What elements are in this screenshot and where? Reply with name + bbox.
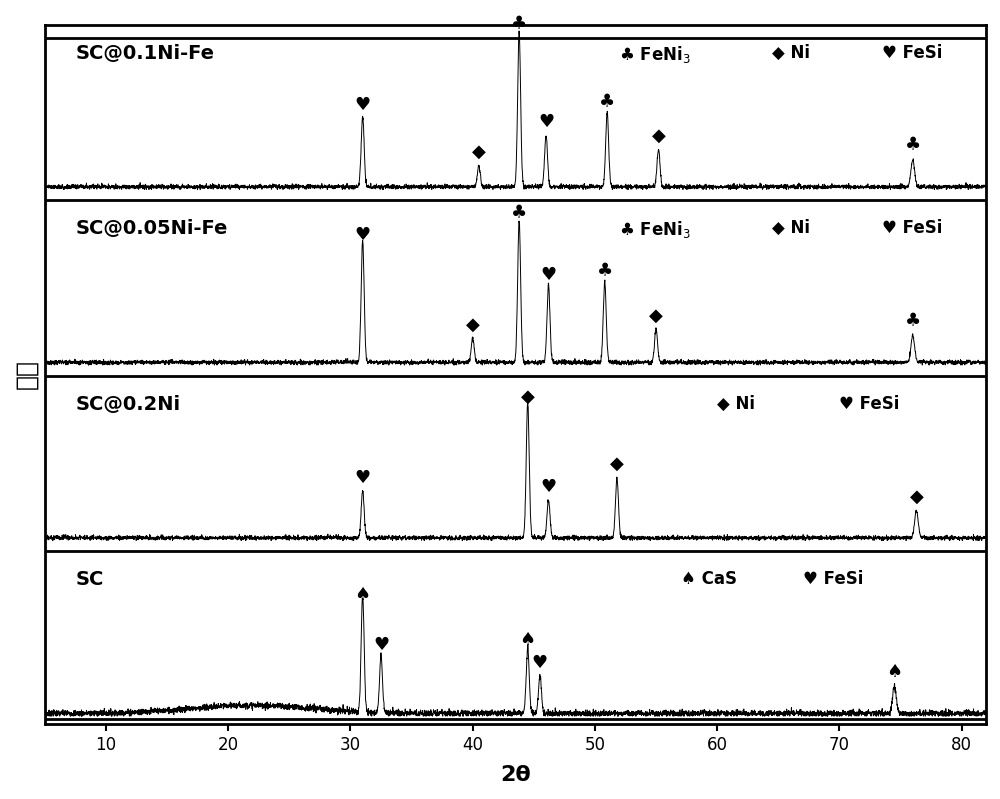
Text: ♠: ♠ (355, 586, 371, 604)
Text: ♣ FeNi$_3$: ♣ FeNi$_3$ (619, 44, 691, 65)
Text: ♥: ♥ (532, 654, 548, 671)
Text: ♣: ♣ (597, 262, 613, 280)
Text: ◆: ◆ (610, 455, 624, 473)
Text: ♥ FeSi: ♥ FeSi (882, 219, 943, 237)
Text: ♥: ♥ (355, 96, 371, 114)
Text: ◆: ◆ (466, 316, 480, 334)
Text: ♥: ♥ (355, 225, 371, 244)
Text: ◆: ◆ (909, 487, 923, 506)
Text: ♥ FeSi: ♥ FeSi (839, 395, 900, 413)
Text: ◆ Ni: ◆ Ni (772, 219, 810, 237)
Text: SC@0.05Ni-Fe: SC@0.05Ni-Fe (75, 219, 228, 238)
Text: ♥: ♥ (540, 478, 557, 496)
Text: ◆: ◆ (472, 143, 486, 161)
Text: ♥: ♥ (538, 113, 554, 131)
Text: ♥ FeSi: ♥ FeSi (882, 44, 943, 62)
Text: ♣: ♣ (905, 137, 921, 154)
Text: SC@0.2Ni: SC@0.2Ni (75, 395, 181, 414)
Text: ◆ Ni: ◆ Ni (772, 44, 810, 62)
Text: ♣: ♣ (511, 204, 527, 222)
Text: ♣: ♣ (511, 15, 527, 33)
Text: ♣: ♣ (599, 93, 615, 111)
Text: SC@0.1Ni-Fe: SC@0.1Ni-Fe (75, 44, 214, 62)
Text: ◆ Ni: ◆ Ni (717, 395, 755, 413)
X-axis label: 2θ: 2θ (500, 765, 531, 785)
Text: ◆: ◆ (649, 307, 663, 324)
Text: ♥: ♥ (355, 468, 371, 487)
Text: ◆: ◆ (521, 388, 535, 406)
Text: ♣ FeNi$_3$: ♣ FeNi$_3$ (619, 219, 691, 240)
Y-axis label: 强度: 强度 (14, 360, 38, 389)
Text: ♥: ♥ (373, 636, 389, 654)
Text: ♠: ♠ (520, 630, 536, 649)
Text: ♠: ♠ (886, 663, 902, 681)
Text: ◆: ◆ (652, 127, 665, 145)
Text: ♥ FeSi: ♥ FeSi (803, 570, 863, 588)
Text: ♣: ♣ (905, 312, 921, 330)
Text: ♥: ♥ (540, 266, 557, 284)
Text: ♠ CaS: ♠ CaS (681, 570, 737, 588)
Text: SC: SC (75, 570, 104, 590)
